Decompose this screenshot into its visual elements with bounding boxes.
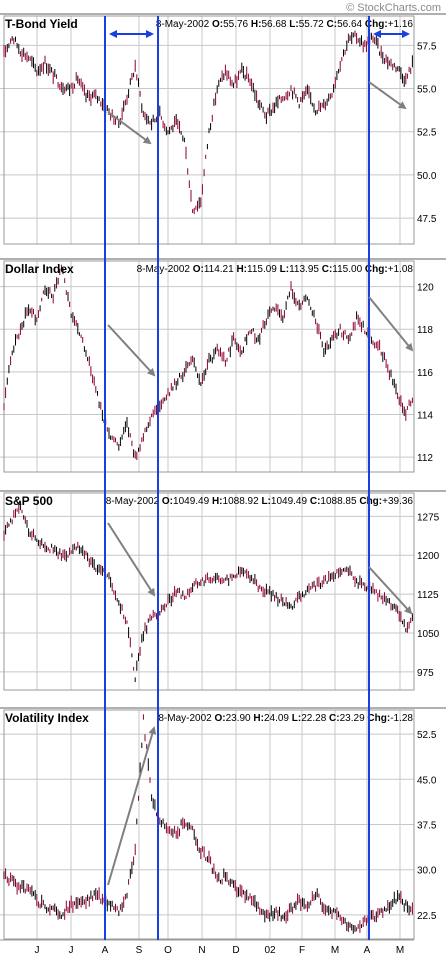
volatility-index-y-tick-label: 37.5: [417, 821, 437, 832]
s-p-500-y-tick-label: 1125: [417, 590, 439, 601]
trend-arrow-down: [368, 296, 414, 352]
s-p-500-ohlc-readout: 8-May-2002 O:1049.49 H:1088.92 L:1049.49…: [106, 496, 414, 507]
x-axis-label: O: [164, 945, 172, 956]
t-bond-yield-title: T-Bond Yield: [5, 17, 78, 31]
dollar-index-panel: 112 114 116 118 120 Dollar Index 8-May-2002 O:…: [0, 258, 446, 473]
trend-arrow-down: [107, 324, 156, 377]
dollar-index-y-tick-label: 120: [417, 283, 434, 294]
x-axis-label: A: [364, 945, 371, 956]
volatility-index-y-tick-label: 52.5: [417, 730, 437, 741]
t-bond-yield-y-tick-label: 50.0: [417, 171, 437, 182]
x-axis-label: S: [136, 945, 143, 956]
x-axis-label: J: [69, 945, 74, 956]
volatility-index-ohlc-readout: 8-May-2002 O:23.90 H:24.09 L:22.28 C:23.…: [158, 713, 413, 724]
x-axis-label: M: [331, 945, 339, 956]
s-p-500-plot-frame: [3, 492, 415, 691]
t-bond-yield-ohlc-readout: 8-May-2002 O:55.76 H:56.68 L:55.72 C:56.…: [156, 19, 414, 30]
trend-arrow-up: [107, 726, 157, 886]
t-bond-yield-y-tick-label: 55.0: [417, 85, 437, 96]
s-p-500-panel: 975 1050 1125 1200 1275 S&P 500 8-May-2002 O:1…: [0, 490, 446, 691]
t-bond-yield-price-bars: [3, 30, 413, 214]
dollar-index-ohlc-readout: 8-May-2002 O:114.21 H:115.09 L:113.95 C:…: [137, 264, 414, 275]
dollar-index-y-tick-label: 116: [417, 368, 433, 379]
t-bond-yield-panel: 47.5 50.0 52.5 55.0 57.5 T-Bond Yield 8-May-20…: [0, 13, 446, 245]
dollar-index-y-tick-label: 114: [417, 410, 433, 421]
dollar-index-title: Dollar Index: [5, 262, 74, 276]
s-p-500-y-tick-label: 1050: [417, 629, 440, 640]
t-bond-yield-y-tick-label: 57.5: [417, 41, 437, 52]
volatility-index-y-tick-label: 30.0: [417, 866, 437, 877]
x-axis-label: N: [198, 945, 205, 956]
x-axis-label: A: [102, 945, 109, 956]
x-axis-label: F: [299, 945, 305, 956]
t-bond-yield-plot-frame: [3, 15, 415, 245]
x-axis-label: J: [35, 945, 40, 956]
t-bond-yield-y-tick-label: 47.5: [417, 214, 437, 225]
volatility-index-price-bars: [3, 714, 413, 934]
volatility-index-title: Volatility Index: [5, 711, 89, 725]
dollar-index-price-bars: [3, 264, 413, 460]
x-axis-label: D: [232, 945, 239, 956]
dollar-index-y-tick-label: 112: [417, 453, 433, 464]
volatility-index-y-tick-label: 22.5: [417, 911, 437, 922]
t-bond-yield-y-tick-label: 52.5: [417, 128, 437, 139]
volatility-index-plot-frame: [3, 709, 415, 940]
dollar-index-plot-frame: [3, 260, 415, 473]
volatility-index-y-tick-label: 45.0: [417, 775, 437, 786]
s-p-500-y-tick-label: 1275: [417, 512, 440, 523]
trend-arrow-down: [368, 566, 413, 615]
trend-arrow-down: [107, 522, 156, 597]
dollar-index-y-tick-label: 118: [417, 325, 433, 336]
s-p-500-title: S&P 500: [5, 494, 53, 508]
trend-arrow-down: [368, 81, 407, 110]
s-p-500-y-tick-label: 975: [417, 668, 434, 679]
volatility-index-panel: 22.5 30.0 37.5 45.0 52.5 Volatility Index 8-Ma…: [0, 707, 446, 940]
trend-arrow-down: [107, 111, 152, 145]
s-p-500-price-bars: [3, 500, 413, 683]
s-p-500-y-tick-label: 1200: [417, 551, 440, 562]
x-axis-label: 02: [264, 945, 276, 956]
watermark: © StockCharts.com: [346, 2, 441, 14]
x-axis-label: M: [396, 945, 404, 956]
